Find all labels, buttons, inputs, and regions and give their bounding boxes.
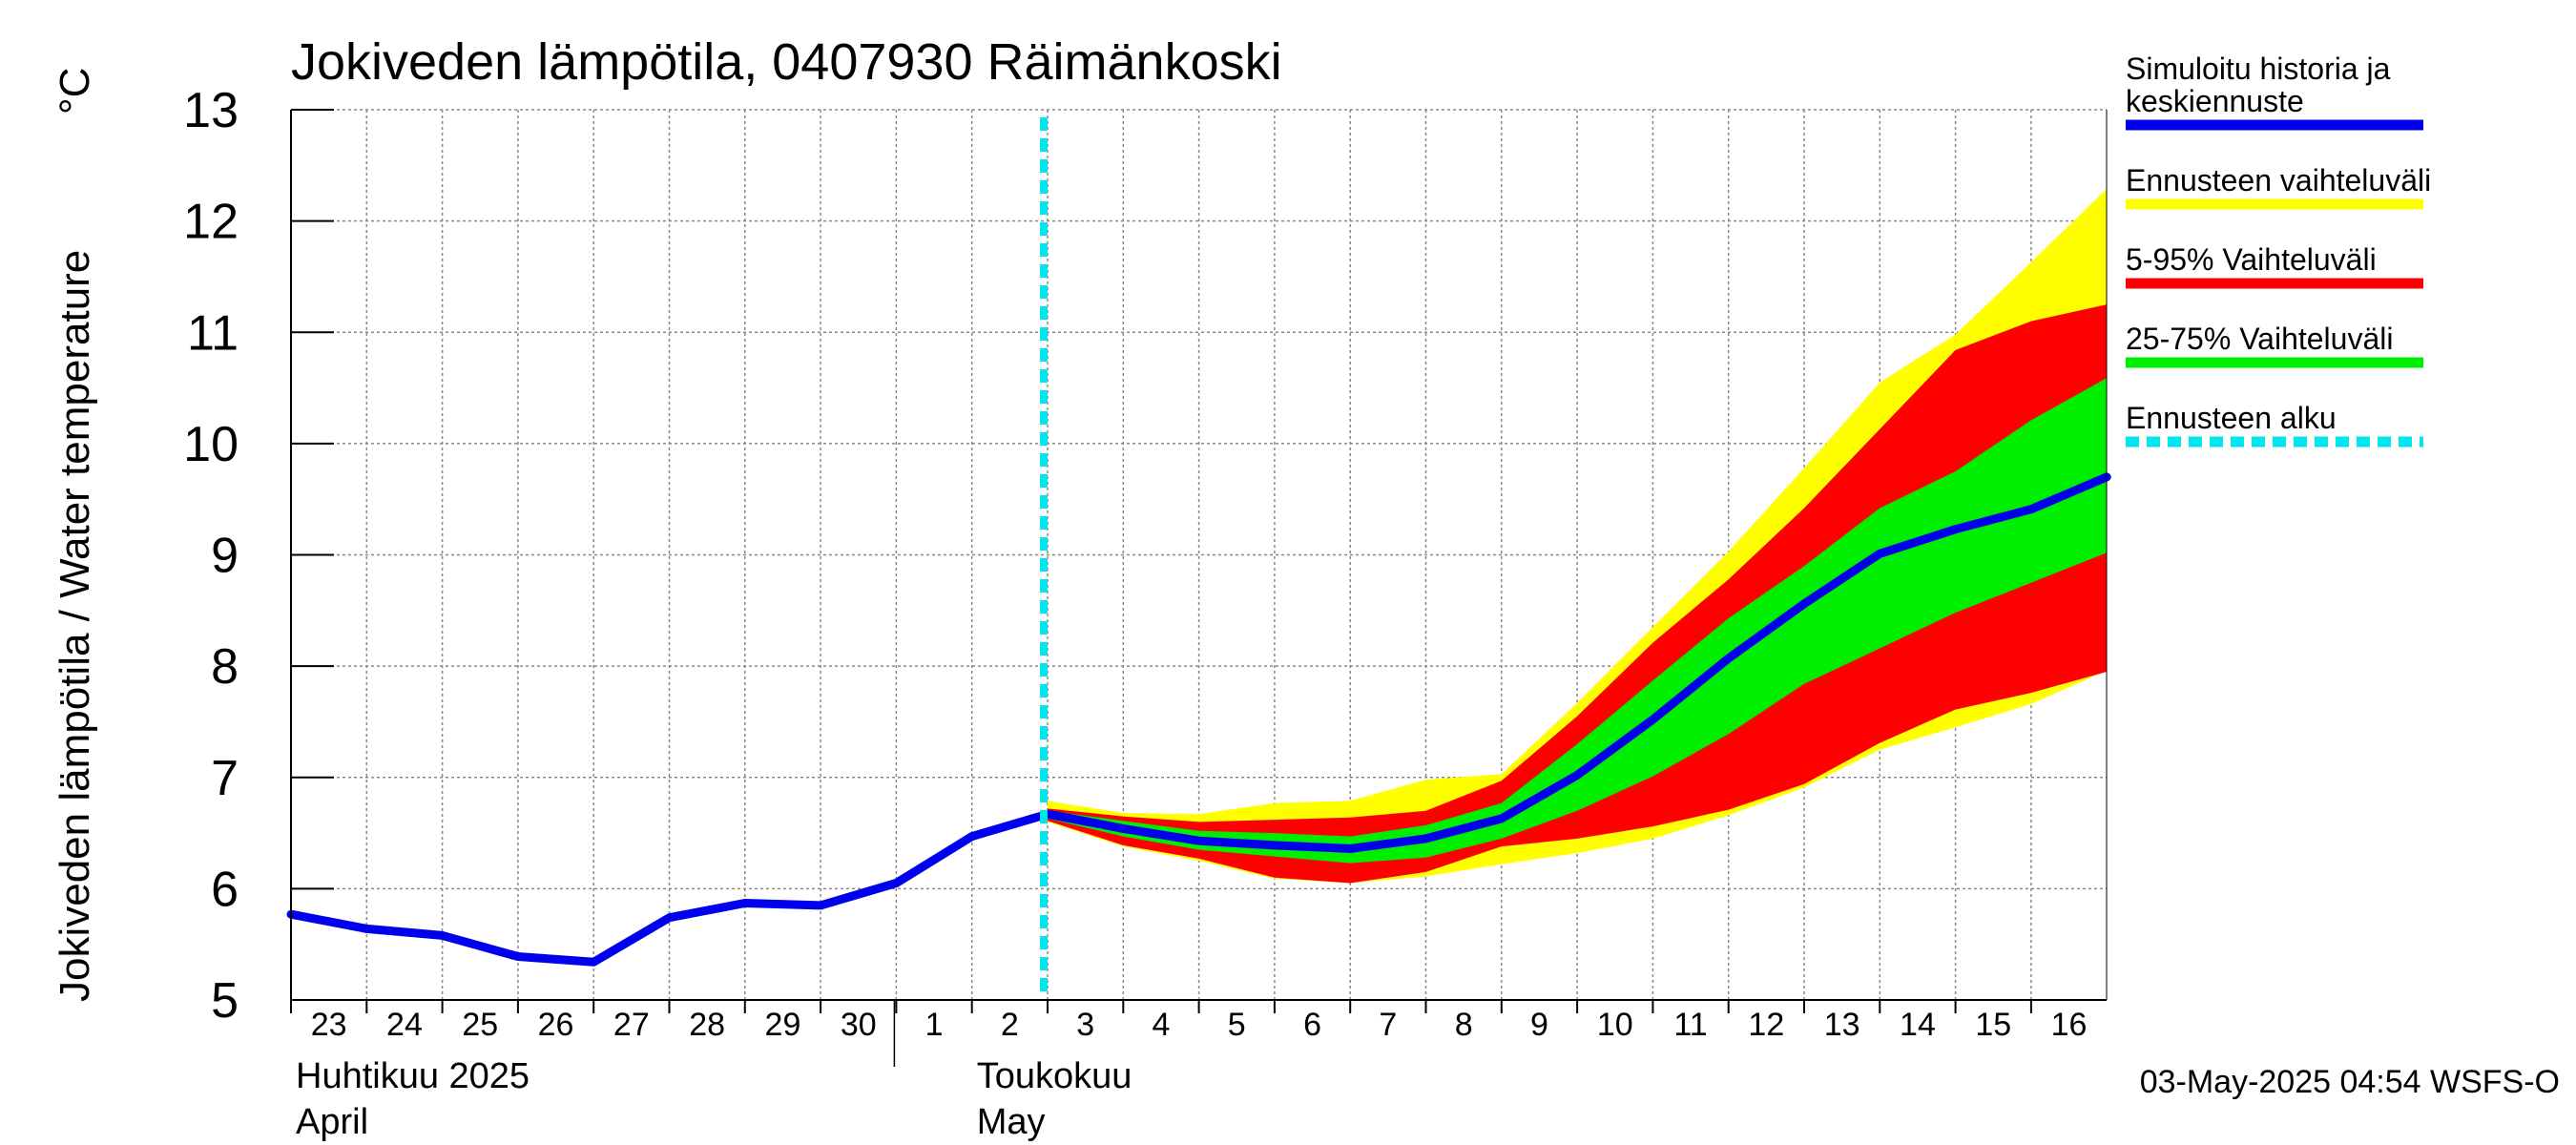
x-tick-label: 13: [1824, 1007, 1860, 1043]
plot-right-mask: [2107, 105, 2145, 1005]
data-point: [1425, 838, 1426, 840]
data-point: [971, 836, 973, 838]
data-point: [1501, 818, 1503, 820]
y-tick-label: 9: [211, 529, 239, 584]
legend-label: Simuloitu historia ja: [2126, 52, 2391, 86]
x-tick-label: 4: [1152, 1007, 1170, 1043]
data-point: [1349, 847, 1351, 849]
chart-title: Jokiveden lämpötila, 0407930 Räimänkoski: [291, 33, 1282, 91]
data-point: [1122, 827, 1124, 829]
x-tick-label: 23: [311, 1007, 347, 1043]
month-label-en: April: [296, 1102, 368, 1142]
x-tick-label: 26: [538, 1007, 574, 1043]
data-point: [442, 934, 444, 936]
band-5-95-vaihteluv-li: [1048, 304, 2108, 884]
data-point: [1198, 840, 1200, 842]
y-tick-label: 6: [211, 862, 239, 917]
x-tick-label: 7: [1379, 1007, 1397, 1043]
x-tick-label: 29: [765, 1007, 801, 1043]
data-point: [1274, 844, 1276, 846]
y-axis-unit: °C: [52, 68, 98, 114]
x-tick-label: 27: [613, 1007, 650, 1043]
x-tick-label: 2: [1001, 1007, 1019, 1043]
data-point: [895, 883, 897, 885]
data-point: [592, 961, 594, 963]
legend-label: keskiennuste: [2126, 84, 2304, 118]
x-tick-label: 30: [841, 1007, 877, 1043]
x-tick-label: 25: [462, 1007, 498, 1043]
x-tick-label: 1: [925, 1007, 944, 1043]
x-tick-label: 10: [1597, 1007, 1633, 1043]
x-tick-label: 11: [1673, 1007, 1707, 1043]
x-tick-label: 28: [689, 1007, 725, 1043]
y-tick-label: 10: [183, 417, 239, 472]
y-axis-label: Jokiveden lämpötila / Water temperature: [52, 250, 98, 1002]
x-tick-label: 8: [1455, 1007, 1473, 1043]
data-point: [669, 917, 670, 919]
x-tick-label: 6: [1303, 1007, 1321, 1043]
x-tick-label: 5: [1228, 1007, 1246, 1043]
y-tick-label: 5: [211, 973, 239, 1029]
data-point: [1728, 657, 1730, 659]
y-tick-label: 11: [187, 305, 239, 361]
data-point: [2030, 509, 2032, 510]
legend-label: Ennusteen alku: [2126, 401, 2337, 435]
data-point: [365, 927, 367, 929]
x-tick-label: 14: [1900, 1007, 1936, 1043]
legend-label: 5-95% Vaihteluväli: [2126, 242, 2377, 277]
x-tick-label: 24: [386, 1007, 423, 1043]
y-tick-label: 13: [183, 83, 239, 138]
month-label-fi: Huhtikuu 2025: [296, 1056, 530, 1096]
x-tick-label: 16: [2051, 1007, 2088, 1043]
x-tick-label: 12: [1748, 1007, 1784, 1043]
data-point: [744, 903, 746, 905]
legend-label: 25-75% Vaihteluväli: [2126, 322, 2393, 356]
x-tick-label: 15: [1975, 1007, 2011, 1043]
x-tick-label: 9: [1530, 1007, 1548, 1043]
x-tick-label: 3: [1076, 1007, 1094, 1043]
y-tick-label: 7: [211, 751, 239, 806]
data-point: [1955, 529, 1957, 531]
month-label-fi: Toukokuu: [977, 1056, 1132, 1096]
legend-label: Ennusteen vaihteluväli: [2126, 163, 2431, 198]
y-tick-label: 8: [211, 639, 239, 695]
footer-timestamp: 03-May-2025 04:54 WSFS-O: [2140, 1064, 2560, 1100]
band-25-75-vaihteluv-li: [1048, 378, 2108, 864]
month-label-en: May: [977, 1102, 1046, 1142]
data-point: [517, 956, 519, 958]
data-point: [1803, 603, 1805, 605]
y-tick-label: 12: [183, 195, 239, 250]
data-point: [1652, 718, 1653, 720]
data-point: [1576, 774, 1578, 776]
